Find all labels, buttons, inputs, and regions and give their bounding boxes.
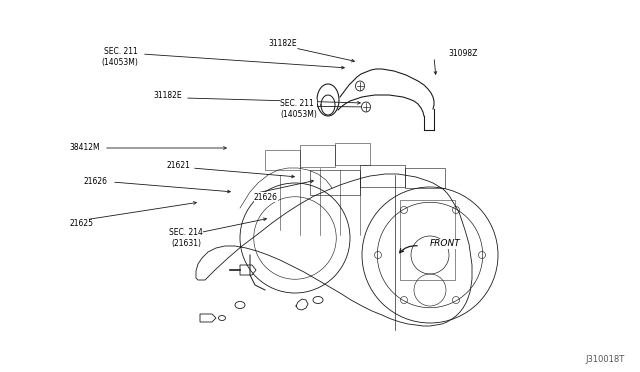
Text: 31182E: 31182E: [268, 39, 297, 48]
Text: SEC. 211
(14053M): SEC. 211 (14053M): [101, 47, 138, 67]
Text: SEC. 214
(21631): SEC. 214 (21631): [169, 228, 203, 248]
FancyArrowPatch shape: [399, 246, 417, 253]
Text: 31182E: 31182E: [154, 92, 182, 100]
Text: 31098Z: 31098Z: [448, 49, 477, 58]
Text: 21626: 21626: [84, 177, 108, 186]
Text: 21621: 21621: [166, 160, 190, 170]
Ellipse shape: [355, 81, 365, 91]
Text: 21626: 21626: [254, 192, 278, 202]
Text: 21625: 21625: [70, 219, 94, 228]
Ellipse shape: [362, 102, 371, 112]
Text: 38412M: 38412M: [69, 144, 100, 153]
Text: J310018T: J310018T: [586, 355, 625, 364]
Text: FRONT: FRONT: [430, 240, 461, 248]
Text: SEC. 211
(14053M): SEC. 211 (14053M): [280, 99, 317, 119]
